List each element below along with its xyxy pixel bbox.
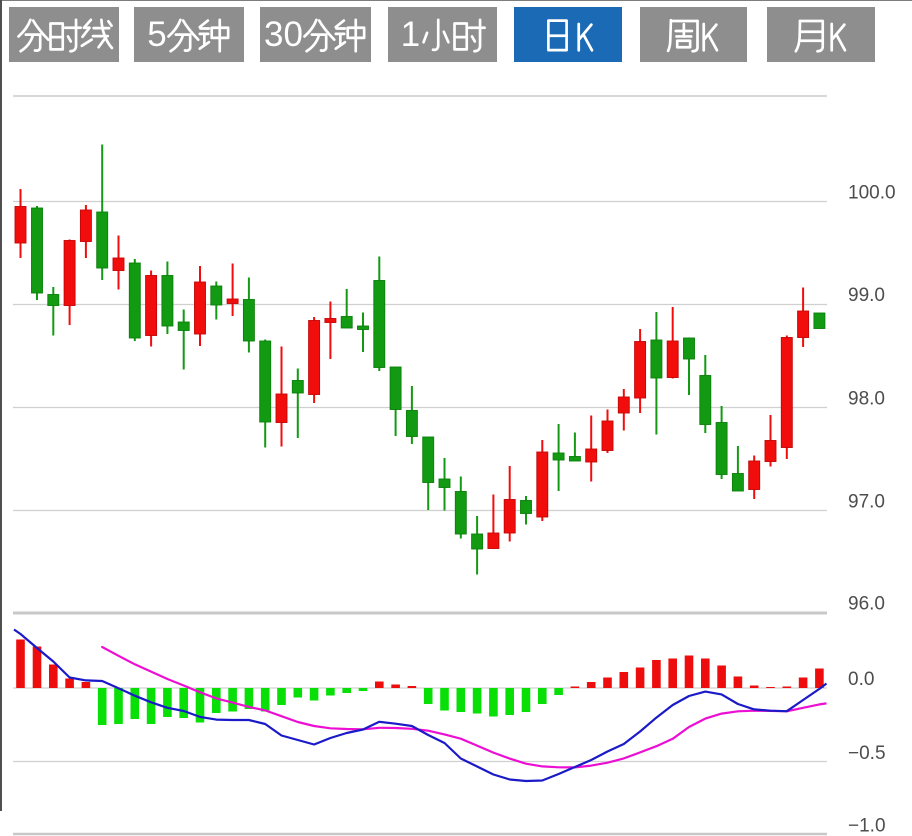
svg-text:0.0: 0.0 — [848, 669, 874, 690]
svg-text:100.0: 100.0 — [848, 182, 896, 203]
svg-text:96.0: 96.0 — [848, 594, 885, 615]
svg-text:98.0: 98.0 — [848, 388, 885, 409]
svg-text:99.0: 99.0 — [848, 285, 885, 306]
svg-text:−1.0: −1.0 — [848, 816, 886, 836]
svg-text:−0.5: −0.5 — [848, 743, 886, 764]
svg-text:97.0: 97.0 — [848, 491, 885, 512]
